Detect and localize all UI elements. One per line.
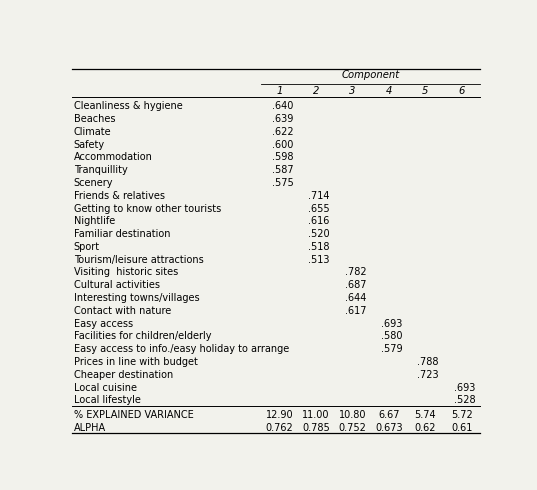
Text: Tranquillity: Tranquillity <box>74 165 127 175</box>
Text: .528: .528 <box>454 395 475 405</box>
Text: Cultural activities: Cultural activities <box>74 280 160 290</box>
Text: Easy access: Easy access <box>74 318 133 329</box>
Text: Interesting towns/villages: Interesting towns/villages <box>74 293 199 303</box>
Text: Visiting  historic sites: Visiting historic sites <box>74 268 178 277</box>
Text: 11.00: 11.00 <box>302 410 330 420</box>
Text: .600: .600 <box>272 140 293 149</box>
Text: 12.90: 12.90 <box>266 410 294 420</box>
Text: .518: .518 <box>308 242 330 252</box>
Text: .622: .622 <box>272 127 293 137</box>
Text: .723: .723 <box>417 370 439 380</box>
Text: Component: Component <box>342 70 400 80</box>
Text: Facilities for children/elderly: Facilities for children/elderly <box>74 331 211 342</box>
Text: .579: .579 <box>381 344 403 354</box>
Text: Prices in line with budget: Prices in line with budget <box>74 357 198 367</box>
Text: 0.673: 0.673 <box>375 423 403 433</box>
Text: .575: .575 <box>272 178 293 188</box>
Text: .639: .639 <box>272 114 293 124</box>
Text: Cleanliness & hygiene: Cleanliness & hygiene <box>74 101 183 111</box>
Text: 10.80: 10.80 <box>339 410 366 420</box>
Text: Familiar destination: Familiar destination <box>74 229 170 239</box>
Text: Sport: Sport <box>74 242 100 252</box>
Text: .616: .616 <box>308 216 330 226</box>
Text: 5.74: 5.74 <box>415 410 436 420</box>
Text: Cheaper destination: Cheaper destination <box>74 370 173 380</box>
Text: .644: .644 <box>345 293 366 303</box>
Text: .587: .587 <box>272 165 293 175</box>
Text: Friends & relatives: Friends & relatives <box>74 191 165 201</box>
Text: 1: 1 <box>277 86 283 96</box>
Text: 0.62: 0.62 <box>415 423 436 433</box>
Text: 0.762: 0.762 <box>266 423 294 433</box>
Text: Accommodation: Accommodation <box>74 152 153 162</box>
Text: Getting to know other tourists: Getting to know other tourists <box>74 203 221 214</box>
Text: Local lifestyle: Local lifestyle <box>74 395 141 405</box>
Text: 6: 6 <box>459 86 465 96</box>
Text: .693: .693 <box>381 318 402 329</box>
Text: .598: .598 <box>272 152 293 162</box>
Text: .520: .520 <box>308 229 330 239</box>
Text: Climate: Climate <box>74 127 111 137</box>
Text: 0.785: 0.785 <box>302 423 330 433</box>
Text: ALPHA: ALPHA <box>74 423 106 433</box>
Text: 0.752: 0.752 <box>339 423 366 433</box>
Text: .782: .782 <box>345 268 366 277</box>
Text: .640: .640 <box>272 101 293 111</box>
Text: .580: .580 <box>381 331 402 342</box>
Text: 6.67: 6.67 <box>378 410 400 420</box>
Text: .788: .788 <box>417 357 439 367</box>
Text: .617: .617 <box>345 306 366 316</box>
Text: % EXPLAINED VARIANCE: % EXPLAINED VARIANCE <box>74 410 193 420</box>
Text: Tourism/leisure attractions: Tourism/leisure attractions <box>74 255 204 265</box>
Text: Contact with nature: Contact with nature <box>74 306 171 316</box>
Text: Local cuisine: Local cuisine <box>74 383 137 392</box>
Text: .655: .655 <box>308 203 330 214</box>
Text: .513: .513 <box>308 255 330 265</box>
Text: Scenery: Scenery <box>74 178 113 188</box>
Text: Beaches: Beaches <box>74 114 115 124</box>
Text: Safety: Safety <box>74 140 105 149</box>
Text: Easy access to info./easy holiday to arrange: Easy access to info./easy holiday to arr… <box>74 344 289 354</box>
Text: .693: .693 <box>454 383 475 392</box>
Text: 3: 3 <box>350 86 355 96</box>
Text: 0.61: 0.61 <box>451 423 473 433</box>
Text: .687: .687 <box>345 280 366 290</box>
Text: .714: .714 <box>308 191 330 201</box>
Text: 4: 4 <box>386 86 392 96</box>
Text: 5: 5 <box>422 86 429 96</box>
Text: Nightlife: Nightlife <box>74 216 115 226</box>
Text: 5.72: 5.72 <box>451 410 473 420</box>
Text: 2: 2 <box>313 86 320 96</box>
